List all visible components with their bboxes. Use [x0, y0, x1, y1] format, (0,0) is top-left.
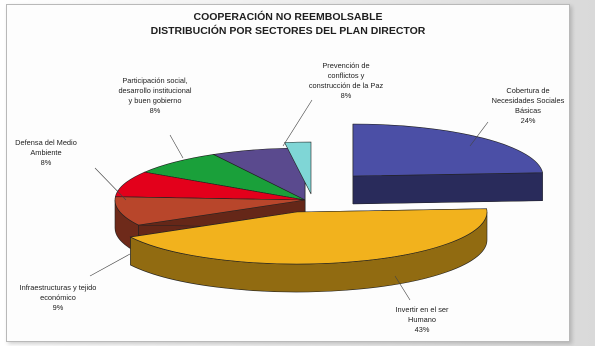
slice-label-3: Infraestructuras y tejido económico 9%	[20, 283, 97, 312]
leader-line	[89, 253, 131, 277]
leader-line	[169, 134, 184, 159]
pie-slice-1	[352, 123, 544, 205]
slice-label-6: Prevención de conflictos y construcción de…	[309, 61, 384, 100]
leader-line	[469, 121, 489, 147]
pie-slice-top	[114, 196, 306, 226]
leader-line	[394, 275, 411, 301]
slice-label-1: Cobertura de Necesidades Sociales Básicas 2…	[492, 86, 565, 125]
pie-slice-accent	[284, 141, 312, 195]
pie-slice-top	[129, 208, 488, 265]
slice-label-5: Participación social, desarrollo instituc…	[118, 76, 191, 115]
leader-line	[94, 167, 127, 201]
slice-label-4: Defensa del Medio Ambiente 8%	[15, 138, 77, 167]
pie-slice-top	[114, 171, 306, 201]
leader-line	[282, 99, 313, 147]
pie-slice-2	[129, 208, 488, 293]
slice-label-2: Invertir en el ser Humano 43%	[396, 305, 450, 334]
pie-slice-edge	[352, 172, 543, 205]
chart-title: COOPERACIÓN NO REEMBOLSABLE DISTRIBUCIÓN…	[7, 10, 569, 38]
pie-slice-top	[352, 123, 544, 177]
chart-title-line-2: DISTRIBUCIÓN POR SECTORES DEL PLAN DIREC…	[150, 25, 426, 37]
chart-title-line-1: COOPERACIÓN NO REEMBOLSABLE	[193, 11, 383, 23]
pie-slice-top	[143, 154, 306, 201]
